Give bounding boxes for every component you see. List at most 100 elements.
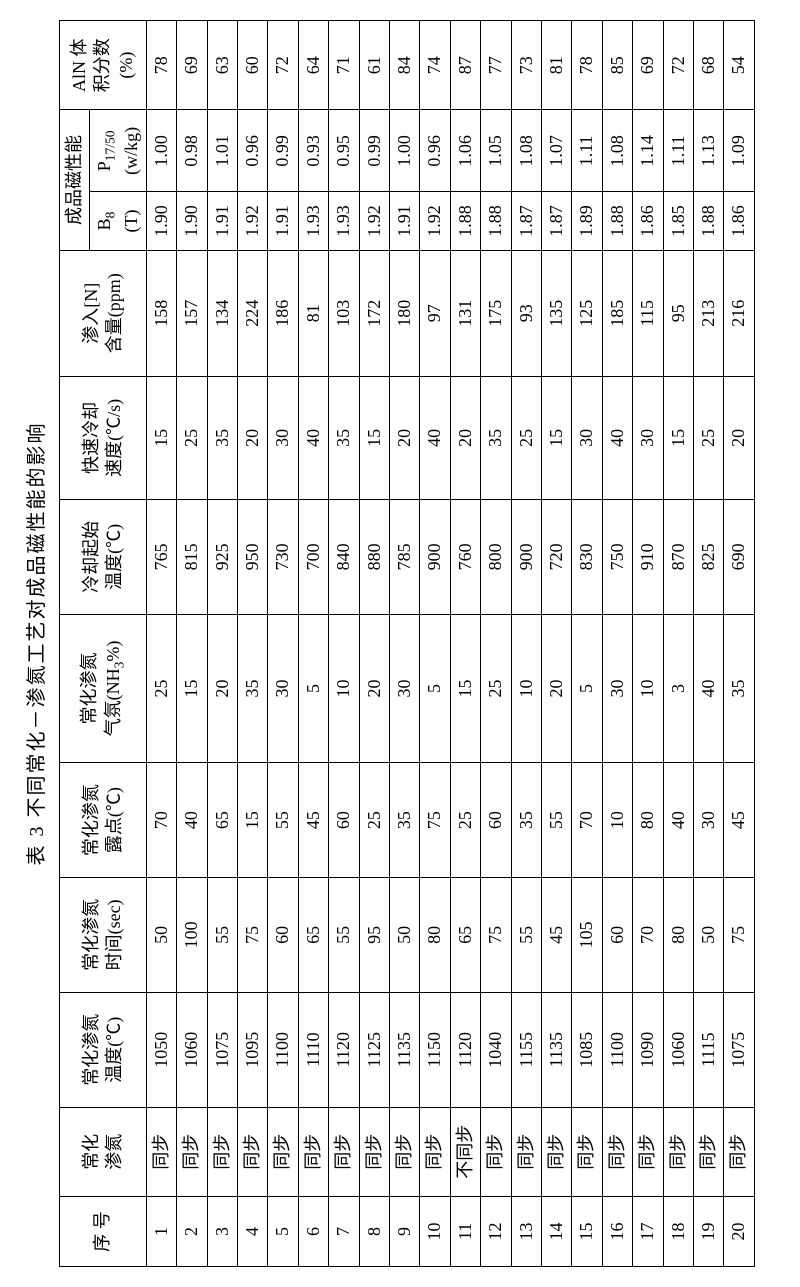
cell-temp: 1040 [481,992,511,1107]
cell-seq: 10 [420,1196,450,1266]
cell-cool-rate: 20 [390,376,420,499]
cell-normalize-nitride: 同步 [177,1107,207,1196]
cell-cool-rate: 40 [298,376,328,499]
table-row: 5同步1100605530730301861.910.9972 [268,21,298,1267]
cell-temp: 1050 [146,992,176,1107]
cell-atmosphere: 3 [663,614,693,762]
cell-p1750: 1.09 [724,110,754,192]
cell-temp: 1060 [177,992,207,1107]
cell-temp: 1115 [693,992,723,1107]
header-normalize-nitride: 常化渗氮 [60,1107,147,1196]
cell-cool-start-temp: 880 [359,500,389,615]
cell-aln: 72 [663,21,693,110]
cell-temp: 1060 [663,992,693,1107]
cell-seq: 14 [542,1196,572,1266]
cell-n-content: 131 [450,250,480,376]
cell-atmosphere: 30 [268,614,298,762]
table-row: 11不同步1120652515760201311.881.0687 [450,21,480,1267]
cell-cool-rate: 35 [481,376,511,499]
table-row: 4同步1095751535950202241.920.9660 [238,21,268,1267]
cell-b8: 1.92 [420,192,450,250]
cell-p1750: 1.13 [693,110,723,192]
cell-aln: 77 [481,21,511,110]
cell-b8: 1.87 [542,192,572,250]
cell-n-content: 186 [268,250,298,376]
header-cool-start-temp: 冷却起始温度(℃) [60,500,147,615]
cell-atmosphere: 15 [450,614,480,762]
cell-normalize-nitride: 同步 [663,1107,693,1196]
cell-aln: 74 [420,21,450,110]
cell-aln: 81 [542,21,572,110]
cell-p1750: 0.98 [177,110,207,192]
cell-time: 70 [633,878,663,993]
cell-seq: 20 [724,1196,754,1266]
table-row: 14同步1135455520720151351.871.0781 [542,21,572,1267]
cell-cool-start-temp: 825 [693,500,723,615]
cell-atmosphere: 35 [238,614,268,762]
cell-n-content: 185 [602,250,632,376]
cell-atmosphere: 35 [724,614,754,762]
cell-cool-rate: 25 [693,376,723,499]
cell-n-content: 180 [390,250,420,376]
cell-temp: 1155 [511,992,541,1107]
cell-dewpoint: 60 [329,763,359,878]
cell-atmosphere: 30 [390,614,420,762]
cell-seq: 4 [238,1196,268,1266]
cell-time: 80 [663,878,693,993]
cell-cool-start-temp: 720 [542,500,572,615]
cell-dewpoint: 40 [177,763,207,878]
table-title: 表 3 不同常化－渗氮工艺对成品磁性能的影响 [20,20,49,1267]
cell-cool-rate: 30 [633,376,663,499]
cell-seq: 13 [511,1196,541,1266]
cell-cool-rate: 15 [359,376,389,499]
header-time: 常化渗氮时间(sec) [60,878,147,993]
cell-cool-rate: 35 [207,376,237,499]
cell-temp: 1135 [542,992,572,1107]
cell-dewpoint: 65 [207,763,237,878]
cell-cool-start-temp: 840 [329,500,359,615]
cell-temp: 1090 [633,992,663,1107]
cell-atmosphere: 10 [329,614,359,762]
cell-cool-rate: 30 [572,376,602,499]
cell-time: 80 [420,878,450,993]
cell-atmosphere: 5 [420,614,450,762]
cell-time: 65 [298,878,328,993]
cell-atmosphere: 20 [542,614,572,762]
cell-n-content: 224 [238,250,268,376]
cell-temp: 1120 [450,992,480,1107]
cell-normalize-nitride: 同步 [146,1107,176,1196]
cell-b8: 1.92 [359,192,389,250]
cell-dewpoint: 70 [572,763,602,878]
cell-time: 50 [146,878,176,993]
cell-cool-start-temp: 750 [602,500,632,615]
cell-cool-start-temp: 925 [207,500,237,615]
cell-aln: 72 [268,21,298,110]
cell-seq: 2 [177,1196,207,1266]
cell-p1750: 0.93 [298,110,328,192]
cell-seq: 5 [268,1196,298,1266]
cell-b8: 1.87 [511,192,541,250]
cell-p1750: 0.99 [268,110,298,192]
cell-dewpoint: 75 [420,763,450,878]
cell-dewpoint: 25 [450,763,480,878]
cell-b8: 1.93 [298,192,328,250]
header-cool-rate: 快速冷却速度(℃/s) [60,376,147,499]
cell-aln: 68 [693,21,723,110]
cell-aln: 78 [572,21,602,110]
cell-cool-start-temp: 815 [177,500,207,615]
table-row: 15同步1085105705830301251.891.1178 [572,21,602,1267]
table-row: 18同步10608040387015951.851.1172 [663,21,693,1267]
cell-seq: 3 [207,1196,237,1266]
cell-seq: 17 [633,1196,663,1266]
cell-temp: 1075 [207,992,237,1107]
cell-n-content: 216 [724,250,754,376]
cell-n-content: 125 [572,250,602,376]
cell-aln: 73 [511,21,541,110]
cell-dewpoint: 70 [146,763,176,878]
cell-normalize-nitride: 同步 [602,1107,632,1196]
header-aln: AlN 体积分数(%) [60,21,147,110]
cell-aln: 85 [602,21,632,110]
cell-b8: 1.88 [693,192,723,250]
cell-atmosphere: 25 [481,614,511,762]
table-row: 16同步1100601030750401851.881.0885 [602,21,632,1267]
